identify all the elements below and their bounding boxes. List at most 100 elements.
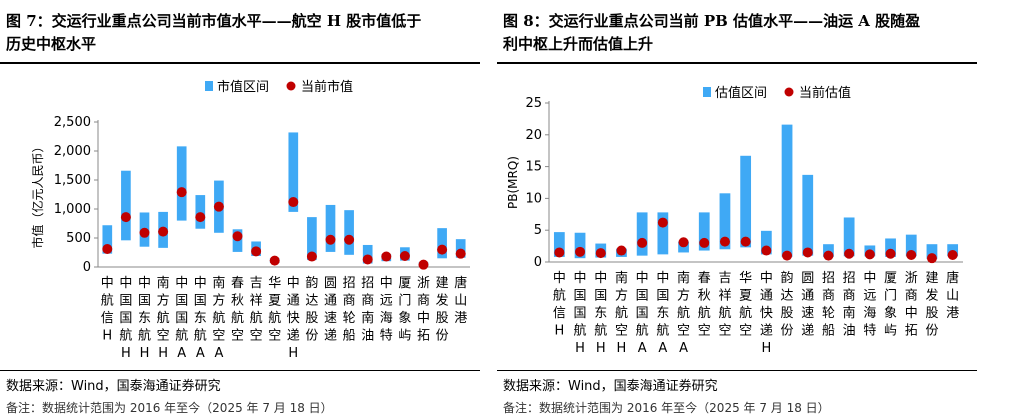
current-point — [885, 248, 896, 259]
title-line-1: 图 7：交运行业重点公司当前市值水平——航空 H 股市值低于 — [6, 12, 422, 30]
y-tick-label: 0 — [83, 260, 91, 275]
current-point — [802, 247, 813, 258]
current-point — [232, 231, 243, 242]
current-point — [554, 247, 565, 258]
current-point — [595, 248, 606, 259]
legend: 市值区间 当前市值 — [205, 79, 353, 95]
x-tick-label: 中国国航 H — [119, 276, 132, 361]
x-tick-label: 唐山港 — [946, 270, 959, 321]
x-tick-label: 中国东航 A — [194, 276, 207, 361]
x-tick-label: 浙商中拓 — [905, 271, 918, 339]
legend-label-range: 市值区间 — [217, 79, 269, 95]
range-bar — [760, 230, 772, 255]
current-point — [782, 250, 793, 261]
y-tick-label: 0 — [534, 255, 542, 270]
current-point — [139, 227, 150, 238]
x-tick-label: 中远海特 — [380, 276, 393, 344]
x-tick-label: 厦门象屿 — [398, 276, 411, 344]
x-tick-label: 建发股份 — [436, 276, 449, 344]
legend-label-range: 估值区间 — [715, 85, 767, 101]
range-bar — [574, 232, 586, 259]
x-tick-label: 南方航空 A — [212, 275, 225, 361]
current-point — [719, 236, 730, 247]
x-tick-label: 中航信 H — [553, 271, 566, 339]
x-tick-label: 招商轮船 — [343, 276, 356, 344]
x-tick-label: 吉祥航空 — [250, 276, 263, 344]
y-tick-label: 10 — [525, 191, 542, 206]
title-line-2: 利中枢上升而估值上升 — [503, 35, 654, 53]
x-tick-label: 南方航空 H — [615, 270, 628, 356]
title-line-2: 历史中枢水平 — [6, 35, 97, 53]
current-point — [678, 237, 689, 248]
range-bar — [657, 212, 669, 255]
chart-title-pb: 图 8：交运行业重点公司当前 PB 估值水平——油运 A 股随盈 利中枢上升而估… — [503, 10, 920, 56]
range-bar — [636, 212, 648, 256]
y-tick-label: 500 — [66, 231, 91, 246]
range-bar — [719, 193, 731, 250]
current-point — [251, 246, 262, 257]
source-divider — [497, 370, 977, 371]
x-tick-label: 中国国航 A — [175, 276, 188, 361]
y-axis-label: 市值（亿元人民币） — [30, 140, 45, 248]
title-underline — [497, 62, 977, 64]
range-bar — [437, 228, 447, 259]
range-bar — [740, 155, 752, 248]
current-point — [455, 248, 466, 259]
legend-swatch-range — [703, 87, 711, 97]
x-tick-label: 招商南油 — [361, 276, 374, 344]
legend-swatch-point — [784, 87, 794, 97]
range-bar — [553, 232, 565, 257]
x-tick-label: 建发股份 — [925, 271, 938, 339]
y-tick-label: 1,500 — [54, 173, 91, 188]
y-tick-label: 5 — [534, 223, 542, 238]
x-tick-label: 中国东航 A — [656, 271, 669, 356]
range-bar — [362, 244, 373, 264]
range-bar — [885, 238, 896, 257]
current-point — [102, 244, 113, 255]
current-point — [362, 254, 373, 265]
legend-label-point: 当前市值 — [301, 79, 353, 95]
market-cap-chart: 市值区间 当前市值 0 500 1,000 1,500 2,000 2,500 市值（亿元人民币… — [30, 79, 470, 361]
range-bar — [905, 234, 917, 257]
current-point — [269, 255, 280, 266]
current-point — [761, 245, 772, 256]
note-text: 备注：数据统计范围为 2016 年至今（2025 年 7 月 18 日） — [6, 401, 333, 415]
y-tick-label: 1,000 — [54, 202, 91, 217]
source-text: 数据来源：Wind，国泰海通证券研究 — [503, 379, 718, 394]
range-bar — [823, 244, 834, 257]
note-text: 备注：数据统计范围为 2016 年至今（2025 年 7 月 18 日） — [503, 401, 830, 415]
x-tick-label: 厦门象屿 — [884, 271, 897, 339]
range-bar — [781, 124, 793, 257]
x-tick-label: 韵达股份 — [781, 271, 794, 339]
current-point — [699, 237, 710, 248]
range-bar — [344, 210, 354, 255]
current-point — [844, 248, 855, 259]
x-tick-label: 吉祥航空 — [718, 271, 731, 339]
current-point — [306, 251, 317, 262]
range-bar — [102, 225, 113, 254]
x-tick-label: 华夏航空 — [268, 276, 281, 344]
current-point — [213, 201, 224, 212]
legend: 估值区间 当前估值 — [703, 85, 851, 101]
range-bar — [802, 174, 814, 256]
y-tick-label: 15 — [525, 160, 542, 175]
y-axis-label: PB(MRQ) — [506, 156, 520, 209]
current-point — [926, 253, 937, 264]
range-bar — [176, 146, 187, 221]
legend-swatch-range — [205, 81, 213, 91]
current-point — [740, 236, 751, 247]
x-tick-label: 中通快递 H — [760, 271, 773, 356]
current-point — [176, 187, 187, 198]
current-point — [575, 246, 586, 257]
current-point — [399, 250, 410, 261]
title-line-1: 图 8：交运行业重点公司当前 PB 估值水平——油运 A 股随盈 — [503, 12, 921, 30]
current-point — [437, 244, 448, 255]
chart-panel-pb: 图 8：交运行业重点公司当前 PB 估值水平——油运 A 股随盈 利中枢上升而估… — [497, 0, 1012, 415]
pb-chart: 估值区间 当前估值 0 5 10 15 20 25 PB(MRQ) 中航信 H 中国国航 H 中国东航 H 南… — [506, 85, 963, 356]
x-tick-label: 中国国航 H — [574, 271, 587, 356]
current-point — [418, 259, 429, 270]
chart-panel-market-cap: 图 7：交运行业重点公司当前市值水平——航空 H 股市值低于 历史中枢水平 市值… — [0, 0, 480, 415]
current-point — [120, 212, 131, 223]
y-tick-label: 2,000 — [54, 144, 91, 159]
x-tick-label: 春秋航空 — [231, 276, 244, 344]
